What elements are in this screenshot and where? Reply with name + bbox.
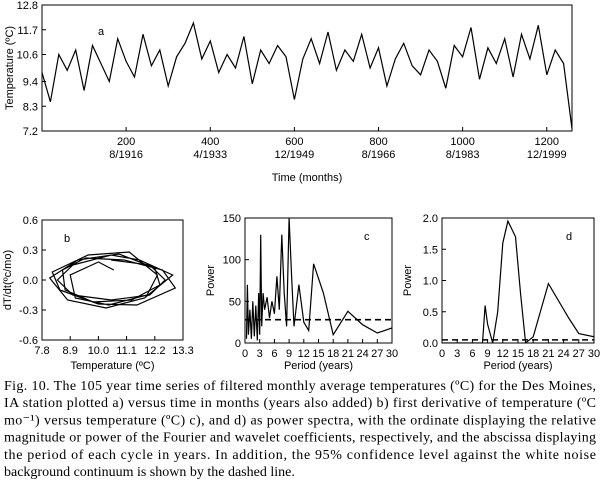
x-tick-label: 27: [371, 348, 383, 360]
x-tick-label: 7.8: [34, 345, 49, 357]
x-tick-label: 24: [356, 348, 368, 360]
y-tick-label: -0.3: [19, 305, 38, 317]
x-tick-label: 24: [557, 348, 569, 360]
x-tick-label: 9: [485, 348, 491, 360]
x-tick-label: 13.3: [172, 345, 193, 357]
y-tick-label: 150: [223, 213, 241, 225]
x-axis-label: Temperature (ºC): [70, 360, 154, 372]
y-axis-label: dT/dt(ºc/mo): [2, 250, 14, 310]
y-tick-label: 50: [229, 296, 241, 308]
data-line: [42, 21, 572, 129]
data-line: [48, 251, 177, 309]
x-date-label: 4/1933: [193, 149, 227, 161]
y-tick-label: 0: [235, 338, 241, 350]
x-tick-label: 3: [257, 348, 263, 360]
x-tick-label: 1000: [450, 136, 474, 148]
x-axis-label: Period (years): [284, 360, 353, 372]
caption-line: Fig. 10. The 105 year time series of fil…: [4, 379, 596, 394]
x-tick-label: 0: [242, 348, 248, 360]
x-tick-label: 8.9: [63, 345, 78, 357]
x-tick-label: 21: [342, 348, 354, 360]
x-date-label: 12/1949: [274, 149, 314, 161]
y-axis-label: Power: [402, 265, 414, 297]
y-tick-label: 1.0: [423, 276, 438, 288]
x-date-label: 8/1966: [362, 149, 396, 161]
y-tick-label: 1.5: [423, 244, 438, 256]
y-tick-label: 10.6: [17, 50, 38, 62]
caption-line: background continuum is shown by the das…: [4, 465, 295, 480]
x-tick-label: 12.2: [144, 345, 165, 357]
panel-label: b: [64, 233, 70, 245]
x-tick-label: 400: [201, 136, 219, 148]
x-tick-label: 11.1: [116, 345, 137, 357]
x-tick-label: 27: [573, 348, 585, 360]
x-date-label: 12/1999: [527, 149, 567, 161]
x-axis-label: Period (years): [483, 360, 552, 372]
x-tick-label: 12: [298, 348, 310, 360]
x-tick-label: 30: [588, 348, 600, 360]
caption-line: the period of each cycle in years. In ad…: [4, 448, 596, 463]
x-tick-label: 18: [327, 348, 339, 360]
x-tick-label: 600: [285, 136, 303, 148]
x-tick-label: 0: [439, 348, 445, 360]
x-tick-label: 1200: [535, 136, 559, 148]
y-tick-label: -0.6: [19, 335, 38, 347]
x-tick-label: 15: [312, 348, 324, 360]
plot-frame: [244, 217, 393, 344]
x-tick-label: 6: [469, 348, 475, 360]
plot-frame: [41, 4, 573, 132]
x-tick-label: 15: [512, 348, 524, 360]
panel-label: c: [364, 231, 370, 243]
x-axis-label: Time (months): [272, 172, 343, 184]
y-tick-label: 8.3: [23, 101, 38, 113]
x-tick-label: 800: [369, 136, 387, 148]
data-line: [442, 219, 594, 343]
x-tick-label: 18: [527, 348, 539, 360]
y-tick-label: 9.4: [23, 77, 38, 89]
y-tick-label: 7.2: [23, 126, 38, 138]
panel-label: a: [98, 26, 105, 38]
x-tick-label: 10.0: [88, 345, 109, 357]
y-tick-label: 100: [223, 255, 241, 267]
x-tick-label: 3: [454, 348, 460, 360]
y-tick-label: 0.0: [423, 338, 438, 350]
x-tick-label: 30: [386, 348, 398, 360]
x-tick-label: 9: [286, 348, 292, 360]
y-tick-label: 11.7: [17, 25, 38, 37]
x-tick-label: 6: [271, 348, 277, 360]
y-axis-label: Power: [205, 265, 217, 297]
y-tick-label: 0.3: [23, 245, 38, 257]
data-line: [245, 218, 392, 341]
y-tick-label: 2.0: [423, 213, 438, 225]
x-tick-label: 21: [542, 348, 554, 360]
caption-line: magnitude or power of the Fourier and wa…: [4, 431, 596, 446]
caption-line: mo⁻¹) versus temperature (ºC) c), and d)…: [4, 413, 596, 428]
x-date-label: 8/1916: [109, 149, 143, 161]
panel-label: d: [566, 231, 572, 243]
y-tick-label: 0.5: [423, 307, 438, 319]
y-tick-label: 12.8: [17, 0, 38, 12]
caption-line: IA station plotted a) versus time in mon…: [4, 396, 596, 411]
x-date-label: 8/1983: [446, 149, 480, 161]
y-tick-label: 0.6: [23, 215, 38, 227]
x-tick-label: 12: [497, 348, 509, 360]
x-tick-label: 200: [117, 136, 135, 148]
y-axis-label: Temperature (ºC): [4, 26, 16, 110]
y-tick-label: 0.0: [23, 275, 38, 287]
